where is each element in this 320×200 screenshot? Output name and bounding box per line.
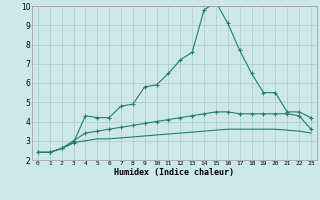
X-axis label: Humidex (Indice chaleur): Humidex (Indice chaleur) — [115, 168, 234, 177]
